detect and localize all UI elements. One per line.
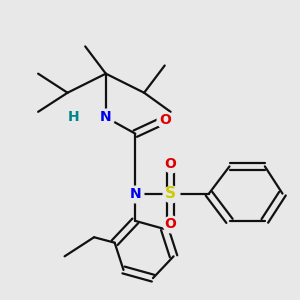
- Text: O: O: [165, 217, 176, 231]
- Text: O: O: [159, 113, 171, 127]
- Text: N: N: [100, 110, 112, 124]
- Text: H: H: [68, 110, 79, 124]
- Text: S: S: [165, 186, 176, 201]
- Text: N: N: [130, 187, 141, 201]
- Text: O: O: [165, 157, 176, 171]
